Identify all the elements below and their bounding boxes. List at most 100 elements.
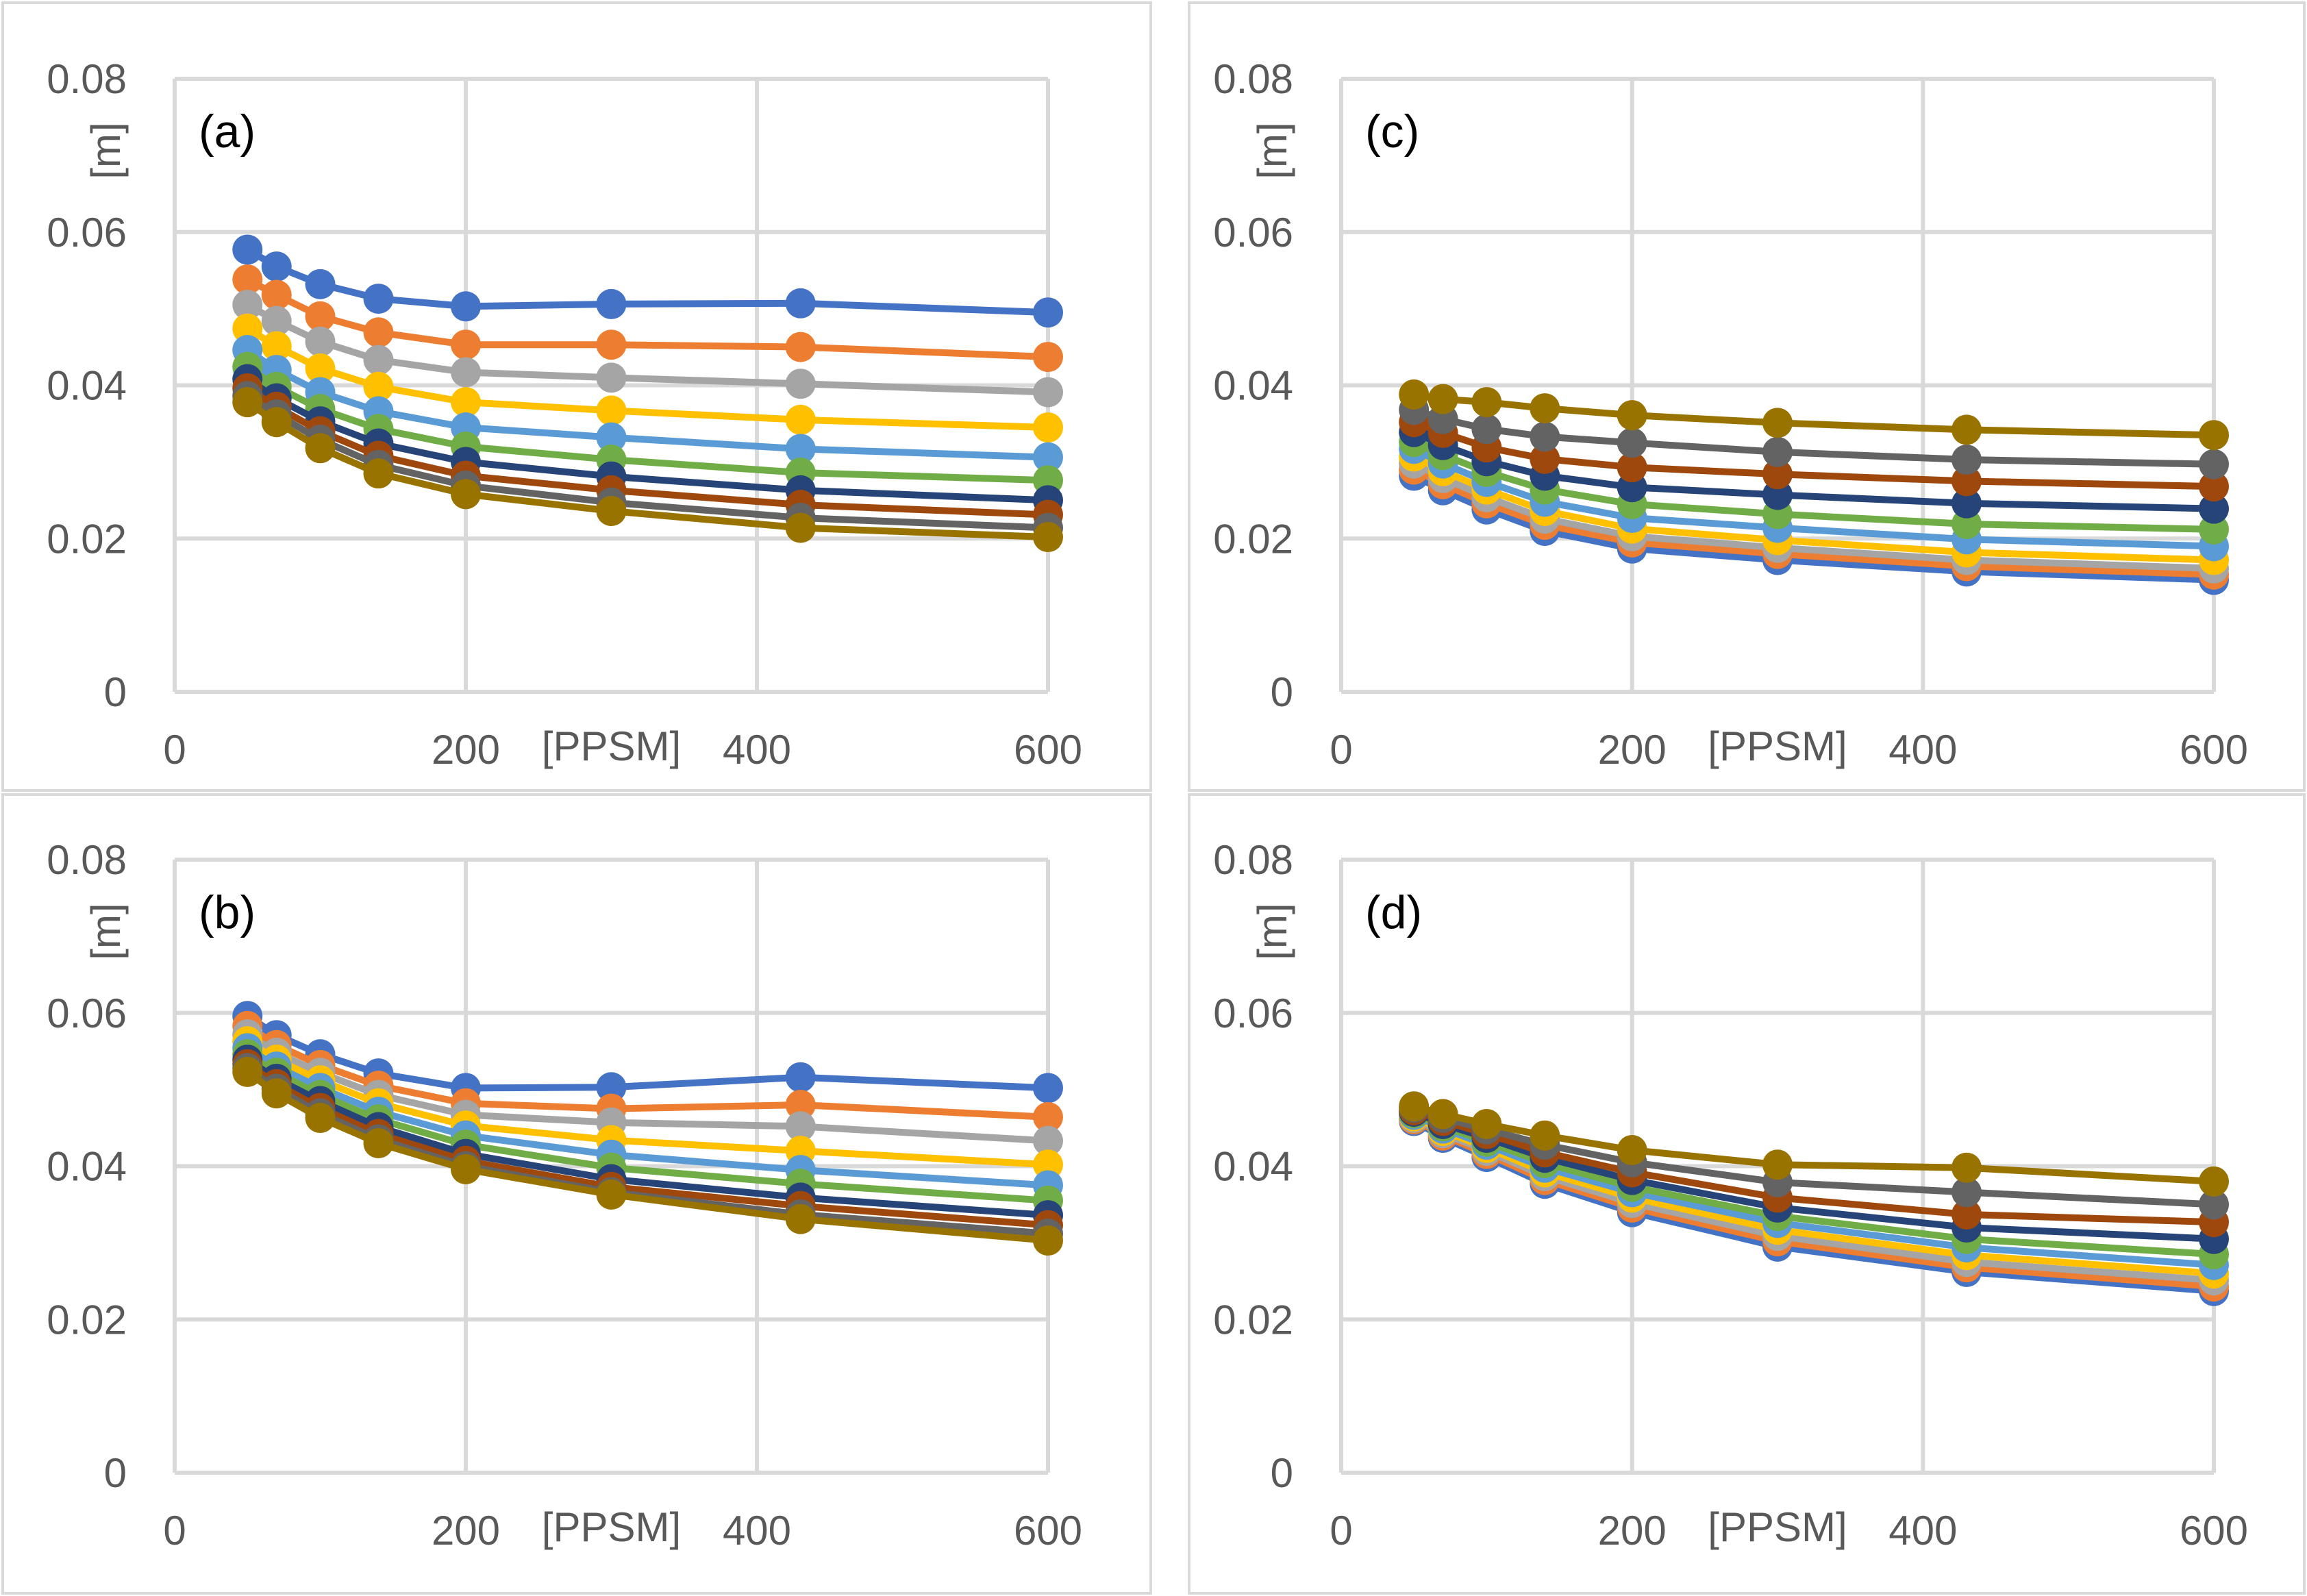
x-tick-label: 400 [723, 727, 791, 773]
data-point [1762, 408, 1793, 438]
data-point [1033, 442, 1063, 473]
data-point [2199, 493, 2229, 524]
data-point [363, 284, 394, 314]
data-point [261, 331, 292, 362]
y-tick-label: 0.02 [47, 516, 127, 562]
data-point [1471, 1108, 1502, 1139]
data-point [363, 371, 394, 402]
data-point [1530, 421, 1560, 452]
data-point [232, 290, 263, 321]
panel-label: (c) [1365, 105, 1419, 158]
x-tick-label: 600 [1014, 1508, 1082, 1554]
data-point [1951, 414, 1982, 445]
data-point [1762, 1149, 1793, 1180]
data-point [1471, 387, 1502, 418]
data-point [1471, 414, 1502, 445]
data-point [1033, 1073, 1063, 1104]
series-10 [1399, 379, 2229, 451]
x-axis-label: [PPSM] [1708, 723, 1847, 769]
data-point [1033, 297, 1063, 328]
y-axis-label: [m] [1249, 122, 1295, 179]
chart-panel-3: 0 0.02 0.04 0.06 0.08 0 200 400 600 [PPSM] [m] (d) [1188, 793, 2306, 1595]
data-point [451, 387, 481, 418]
y-tick-label: 0.02 [1213, 516, 1293, 562]
x-tick-label: 600 [2180, 727, 2248, 773]
data-point [1617, 427, 1647, 458]
data-point [1617, 400, 1647, 431]
data-point [1762, 479, 1793, 510]
data-point [1033, 1125, 1063, 1156]
y-tick-label: 0 [104, 1450, 127, 1496]
y-tick-label: 0 [1271, 1450, 1293, 1496]
data-point [1399, 379, 1430, 410]
data-point [785, 1090, 816, 1120]
y-tick-label: 0.06 [1213, 990, 1293, 1036]
data-point [1951, 1177, 1982, 1208]
data-point [2199, 449, 2229, 479]
data-point [785, 404, 816, 435]
panel-frame [1188, 1, 2306, 792]
data-point [785, 332, 816, 362]
data-point [785, 434, 816, 464]
y-axis-label: [m] [83, 903, 129, 960]
data-point [261, 306, 292, 336]
data-point [1427, 1099, 1458, 1130]
data-point [451, 291, 481, 322]
data-point [1951, 1152, 1982, 1183]
x-axis-label: [PPSM] [542, 723, 681, 769]
data-point [785, 1204, 816, 1234]
x-tick-label: 400 [723, 1508, 791, 1554]
x-tick-label: 200 [1598, 1508, 1667, 1554]
y-tick-label: 0.02 [47, 1297, 127, 1343]
data-point [2199, 514, 2229, 545]
y-axis-label: [m] [1249, 903, 1295, 960]
data-point [1951, 508, 1982, 539]
series-3 [232, 290, 1063, 408]
chart-panel-1: 0 0.02 0.04 0.06 0.08 0 200 400 600 [PPSM] [m] (c) [1188, 1, 2306, 792]
panel-label: (d) [1365, 886, 1422, 938]
data-point [232, 264, 263, 295]
x-tick-label: 600 [2180, 1508, 2248, 1554]
data-point [785, 1062, 816, 1093]
x-tick-label: 0 [1330, 1508, 1352, 1554]
series-2 [232, 264, 1063, 373]
panel-label: (b) [199, 886, 255, 938]
x-axis-label: [PPSM] [542, 1504, 681, 1550]
data-point [1951, 445, 1982, 475]
data-point [1399, 1091, 1430, 1122]
y-tick-label: 0.04 [47, 363, 127, 409]
data-point [1033, 412, 1063, 443]
data-point [363, 345, 394, 375]
y-tick-label: 0 [1271, 669, 1293, 715]
series-4 [232, 313, 1063, 443]
x-tick-label: 0 [163, 1508, 186, 1554]
data-point [451, 1154, 481, 1184]
series-10 [1399, 1091, 2229, 1197]
data-point [1617, 1135, 1647, 1166]
data-point [1762, 436, 1793, 467]
data-point [261, 407, 292, 438]
chart-panel-0: 0 0.02 0.04 0.06 0.08 0 200 400 600 [PPSM] [m] (a) [1, 1, 1152, 792]
data-point [1530, 393, 1560, 424]
data-point [1033, 377, 1063, 408]
data-point [305, 353, 336, 384]
chart-panel-2: 0 0.02 0.04 0.06 0.08 0 200 400 600 [PPSM] [m] (b) [1, 793, 1152, 1595]
data-point [596, 288, 627, 319]
x-tick-label: 200 [432, 1508, 500, 1554]
data-point [261, 279, 292, 310]
x-tick-label: 400 [1888, 1508, 1957, 1554]
data-point [1033, 1149, 1063, 1180]
data-point [1530, 443, 1560, 474]
data-point [596, 362, 627, 393]
data-point [596, 395, 627, 426]
data-point [363, 317, 394, 348]
data-point [451, 329, 481, 360]
x-tick-label: 200 [432, 727, 500, 773]
y-tick-label: 0.08 [47, 837, 127, 883]
data-point [363, 458, 394, 489]
x-tick-label: 400 [1888, 727, 1957, 773]
x-tick-label: 0 [163, 727, 186, 773]
data-point [596, 1072, 627, 1103]
data-point [232, 313, 263, 344]
y-tick-label: 0.04 [1213, 363, 1293, 409]
